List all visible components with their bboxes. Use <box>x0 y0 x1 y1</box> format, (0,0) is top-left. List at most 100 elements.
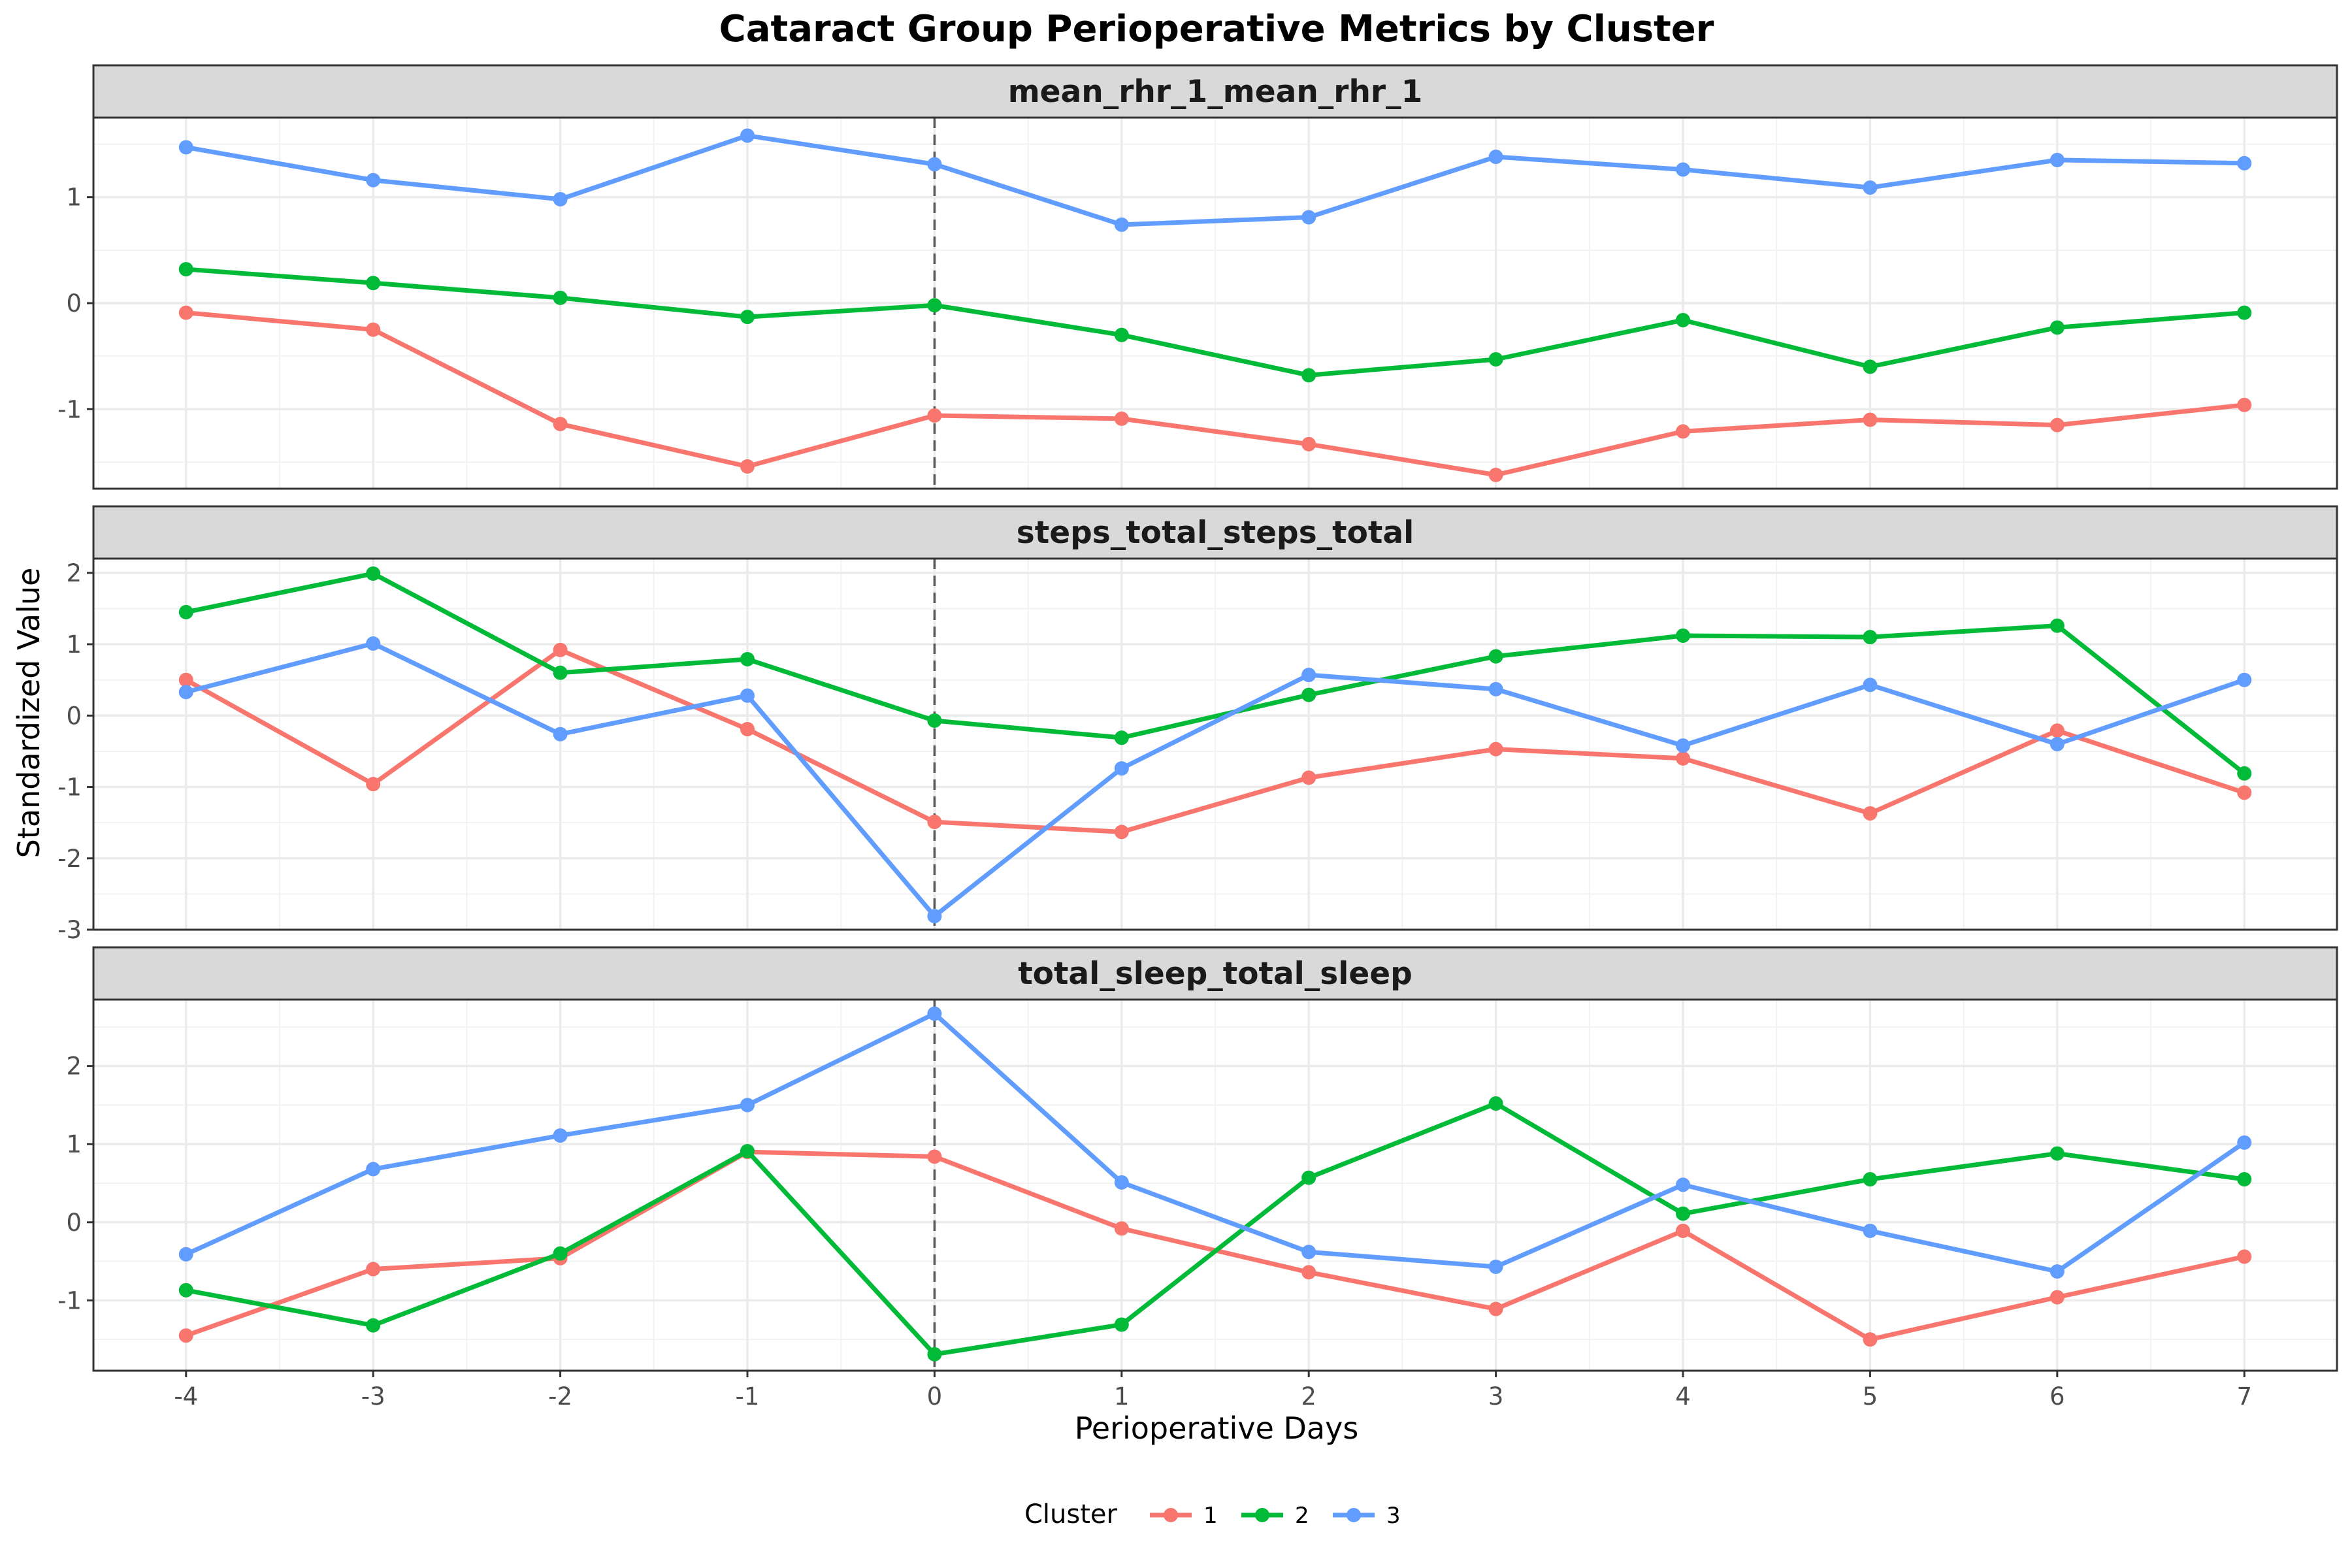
data-point <box>2050 1146 2065 1161</box>
data-point <box>178 140 193 155</box>
data-point <box>2050 320 2065 335</box>
x-tick-label: -3 <box>361 1382 385 1411</box>
data-point <box>1676 1206 1691 1221</box>
data-point <box>366 1162 381 1177</box>
series-cluster-1 <box>178 642 2252 840</box>
data-point <box>1488 1259 1503 1274</box>
data-point <box>1114 327 1129 342</box>
data-point <box>740 722 755 737</box>
data-point <box>927 157 942 172</box>
series-line <box>184 133 2247 227</box>
chart-title: Cataract Group Perioperative Metrics by … <box>719 8 1714 50</box>
data-point <box>178 685 193 700</box>
x-tick-label: 5 <box>1863 1382 1878 1411</box>
data-point <box>1301 368 1316 383</box>
x-tick-label: -4 <box>174 1382 198 1411</box>
series-line <box>184 267 2247 378</box>
x-tick-label: 4 <box>1675 1382 1691 1411</box>
data-point <box>553 191 568 206</box>
x-tick-label: 7 <box>2236 1382 2252 1411</box>
strip-label: steps_total_steps_total <box>1017 515 1414 551</box>
data-point <box>2237 785 2252 800</box>
data-point <box>1488 1301 1503 1316</box>
data-point <box>553 642 568 657</box>
data-point <box>927 815 942 830</box>
y-tick-label: -3 <box>57 916 82 944</box>
data-point <box>2050 1264 2065 1279</box>
legend: Cluster 1 2 3 <box>1024 1499 1401 1529</box>
data-point <box>1301 1265 1316 1280</box>
data-point <box>1863 630 1878 645</box>
legend-item-cluster-3: 3 <box>1333 1503 1401 1529</box>
data-point <box>927 1149 942 1164</box>
data-point <box>553 1128 568 1143</box>
facet-panels: mean_rhr_1_mean_rhr_1-101steps_total_ste… <box>57 64 2338 1411</box>
data-point <box>927 1347 942 1362</box>
data-point <box>553 1246 568 1261</box>
data-point <box>178 672 193 687</box>
data-point <box>2050 152 2065 167</box>
data-point <box>178 305 193 320</box>
data-point <box>178 604 193 619</box>
legend-label: 1 <box>1203 1503 1218 1529</box>
series-line <box>184 571 2247 776</box>
data-point <box>2050 737 2065 751</box>
legend-title: Cluster <box>1024 1499 1118 1529</box>
data-point <box>927 713 942 728</box>
x-tick-label: 6 <box>2050 1382 2065 1411</box>
series-cluster-2 <box>178 262 2252 383</box>
data-point <box>2050 1290 2065 1305</box>
data-point <box>1114 411 1129 426</box>
panel-1: mean_rhr_1_mean_rhr_1 -1 0 1 <box>57 64 2338 490</box>
data-point <box>2050 417 2065 433</box>
series-line <box>184 310 2247 478</box>
data-point <box>1863 1332 1878 1347</box>
data-point <box>1488 150 1503 165</box>
data-point <box>2237 766 2252 781</box>
data-point <box>2237 155 2252 171</box>
data-point <box>366 566 381 581</box>
data-point <box>1863 1172 1878 1187</box>
data-point <box>2050 618 2065 633</box>
data-point <box>1301 668 1316 683</box>
y-tick-label: 0 <box>66 289 82 318</box>
data-point <box>1114 825 1129 840</box>
data-point <box>927 909 942 924</box>
x-axis-title: Perioperative Days <box>1075 1411 1359 1446</box>
series-cluster-1 <box>178 305 2252 482</box>
y-tick-label: 0 <box>66 702 82 730</box>
data-point <box>1676 628 1691 643</box>
series-cluster-2 <box>178 1096 2252 1362</box>
y-tick-label: 1 <box>66 184 82 212</box>
data-point <box>2237 672 2252 687</box>
x-tick-label: 0 <box>927 1382 943 1411</box>
data-point <box>1863 806 1878 821</box>
data-point <box>1301 770 1316 785</box>
data-point <box>1863 180 1878 195</box>
data-point <box>366 636 381 651</box>
legend-key-point <box>1255 1508 1269 1522</box>
data-point <box>1114 217 1129 232</box>
data-point <box>1676 424 1691 439</box>
x-tick-label: 2 <box>1301 1382 1316 1411</box>
data-point <box>740 688 755 703</box>
data-point <box>2237 305 2252 320</box>
data-point <box>740 652 755 667</box>
legend-key-point <box>1164 1508 1178 1522</box>
panel-border <box>92 998 2338 1372</box>
strip-label: total_sleep_total_sleep <box>1018 956 1413 992</box>
data-point <box>1301 687 1316 702</box>
data-point <box>1114 1221 1129 1236</box>
data-point <box>1676 1223 1691 1238</box>
legend-item-cluster-2: 2 <box>1241 1503 1309 1529</box>
panel-border <box>92 557 2338 931</box>
data-point <box>1301 210 1316 225</box>
data-point <box>1863 1223 1878 1238</box>
strip-label: mean_rhr_1_mean_rhr_1 <box>1008 74 1423 110</box>
data-point <box>1676 162 1691 177</box>
data-point <box>1863 678 1878 693</box>
y-tick-label: 1 <box>66 630 82 659</box>
y-tick-label: 2 <box>66 1053 82 1081</box>
